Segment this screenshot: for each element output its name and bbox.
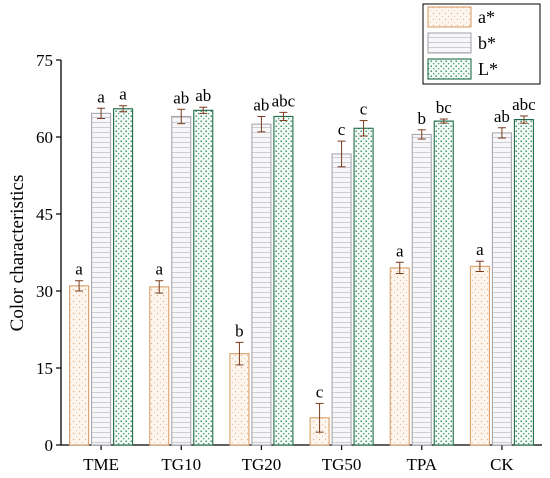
y-tick-label: 60: [36, 128, 53, 147]
y-tick-label: 30: [36, 282, 53, 301]
legend-label: L*: [478, 59, 498, 79]
bar: [149, 286, 170, 446]
bar: [433, 120, 454, 446]
bar: [229, 353, 250, 446]
bar: [91, 112, 112, 446]
significance-label: ab: [195, 86, 211, 105]
y-tick-label: 15: [36, 359, 53, 378]
bar: [469, 265, 490, 446]
bar: [513, 118, 534, 446]
significance-label: abc: [512, 95, 536, 114]
x-tick-label: CK: [490, 455, 514, 474]
legend-swatch: [427, 32, 472, 54]
significance-label: a: [119, 85, 127, 104]
significance-label: bc: [436, 98, 453, 117]
significance-label: ab: [173, 88, 189, 107]
bar: [491, 132, 512, 446]
y-tick-label: 0: [45, 436, 54, 455]
significance-label: a: [75, 260, 83, 279]
bar: [331, 153, 352, 446]
bar: [389, 267, 410, 446]
bar: [193, 109, 214, 446]
significance-label: a: [396, 241, 404, 260]
x-tick-label: TG20: [242, 455, 282, 474]
significance-label: b: [235, 321, 244, 340]
significance-label: a: [155, 260, 163, 279]
significance-label: a: [476, 240, 484, 259]
significance-label: c: [360, 100, 368, 119]
y-axis-label: Color characteristics: [7, 175, 28, 332]
bar: [113, 108, 134, 446]
bar: [353, 127, 374, 446]
bar: [273, 115, 294, 446]
legend: a* b* L*: [422, 3, 541, 85]
significance-label: abc: [272, 91, 296, 110]
significance-label: c: [316, 382, 324, 401]
bar: [251, 123, 272, 446]
legend-label: b*: [478, 33, 496, 53]
bar: [69, 285, 90, 446]
significance-label: a: [97, 87, 105, 106]
significance-label: c: [338, 120, 346, 139]
legend-label: a*: [478, 7, 495, 27]
significance-label: b: [418, 109, 427, 128]
legend-swatch: [427, 6, 472, 28]
x-tick-label: TG10: [161, 455, 201, 474]
significance-label: ab: [494, 107, 510, 126]
x-tick-label: TME: [83, 455, 119, 474]
y-tick-label: 45: [36, 205, 53, 224]
x-tick-label: TG50: [322, 455, 362, 474]
y-tick-label: 75: [36, 51, 53, 70]
bar: [411, 133, 432, 446]
legend-swatch: [427, 58, 472, 80]
bar: [171, 115, 192, 446]
x-tick-label: TPA: [406, 455, 437, 474]
significance-label: ab: [253, 95, 269, 114]
